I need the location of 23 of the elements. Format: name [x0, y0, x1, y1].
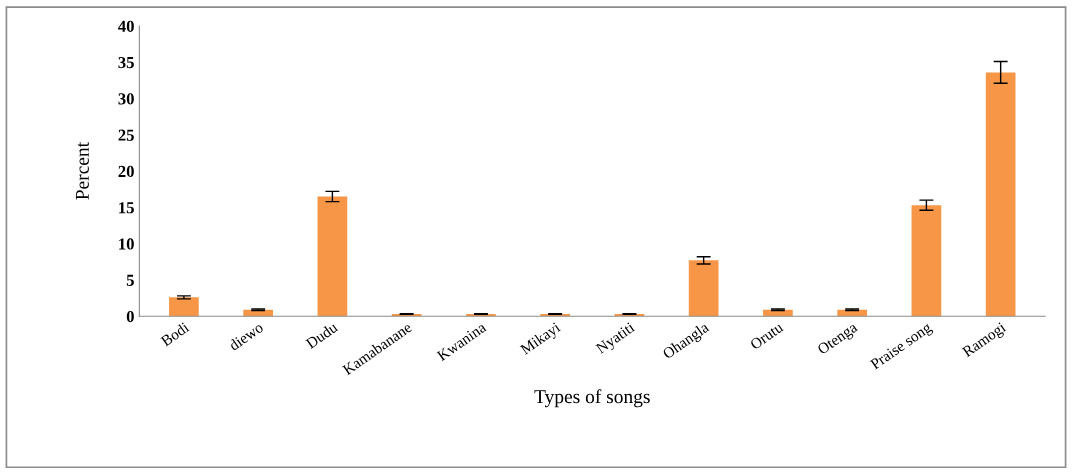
x-tick-label: diewo	[228, 321, 264, 352]
y-tick-label: 25	[118, 129, 134, 141]
bar	[837, 309, 867, 317]
bar	[243, 309, 274, 317]
y-axis-title: Percent	[75, 142, 89, 200]
y-tick-label: 0	[126, 310, 134, 323]
y-tick-label: 20	[118, 165, 134, 178]
y-tick-label: 15	[119, 202, 134, 214]
bar	[317, 196, 348, 317]
y-tick-label: 10	[119, 238, 134, 250]
bar	[688, 260, 719, 317]
y-tick-label: 35	[118, 56, 134, 69]
bar	[911, 205, 942, 317]
y-tick-label: 30	[118, 93, 134, 105]
x-tick-label: Dudu	[304, 321, 339, 350]
bar	[763, 309, 793, 317]
x-axis-title: Types of songs	[534, 389, 650, 408]
x-tick-label: Orutu	[749, 321, 784, 350]
x-tick-label: Bodi	[159, 321, 190, 347]
bar	[169, 297, 199, 317]
bar	[985, 72, 1016, 317]
y-tick-label: 40	[118, 20, 134, 32]
y-tick-label: 5	[126, 274, 134, 286]
